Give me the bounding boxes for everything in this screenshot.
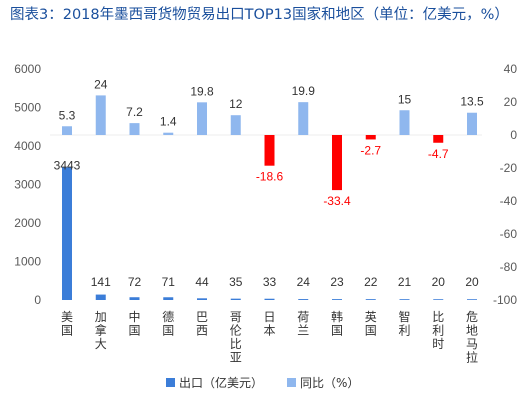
- yoy-data-label: -2.7: [360, 143, 381, 157]
- yoy-data-label: 19.9: [292, 84, 316, 98]
- yoy-data-label: 7.2: [126, 105, 143, 119]
- export-data-label: 33: [263, 275, 277, 289]
- legend-swatch-export: [166, 378, 175, 387]
- export-bar: [230, 298, 241, 300]
- export-data-label: 71: [162, 275, 176, 289]
- category-label: 比利时: [432, 310, 444, 351]
- legend-label-export: 出口（亿美元）: [179, 375, 263, 390]
- right-axis-tick-label: -60: [500, 227, 518, 241]
- yoy-data-label: 13.5: [460, 95, 484, 109]
- category-label: 加拿大: [95, 310, 107, 351]
- export-bar: [298, 299, 309, 300]
- category-label: 英国: [365, 310, 377, 338]
- right-axis-tick-label: 0: [510, 128, 517, 142]
- category-label: 智利: [398, 309, 410, 338]
- yoy-data-label: 15: [398, 92, 412, 106]
- legend-label-yoy: 同比（%）: [300, 376, 359, 390]
- right-axis-tick-label: -40: [500, 194, 518, 208]
- yoy-bar: [95, 95, 106, 135]
- export-bar: [399, 299, 410, 300]
- export-bar: [163, 297, 174, 300]
- yoy-bar: [197, 102, 207, 135]
- yoy-data-label: 12: [229, 97, 243, 111]
- yoy-bar: [264, 135, 275, 166]
- export-data-label: 72: [128, 275, 142, 289]
- right-axis-tick-label: -80: [500, 260, 518, 274]
- yoy-bar: [365, 135, 376, 140]
- category-label: 荷兰: [297, 310, 309, 338]
- yoy-bar: [433, 135, 444, 143]
- left-axis-tick-label: 0: [34, 293, 41, 307]
- yoy-data-label: 24: [94, 77, 108, 91]
- right-axis-tick-label: -100: [493, 293, 517, 307]
- yoy-bar: [332, 135, 342, 191]
- right-axis-tick-label: -20: [500, 161, 518, 175]
- export-data-label: 22: [364, 275, 378, 289]
- yoy-bar: [62, 126, 72, 135]
- export-data-label: 20: [432, 275, 446, 289]
- export-bar: [129, 297, 140, 300]
- yoy-data-label: -4.7: [428, 147, 449, 161]
- category-label: 巴西: [196, 310, 208, 338]
- category-label: 中国: [128, 309, 140, 338]
- export-data-label: 35: [229, 275, 243, 289]
- export-bar: [197, 298, 207, 300]
- left-axis-tick-label: 2000: [14, 216, 41, 230]
- category-label: 危地马拉: [466, 310, 478, 365]
- yoy-data-label: -18.6: [256, 170, 284, 184]
- export-data-label: 21: [398, 275, 412, 289]
- category-label: 哥伦比亚: [230, 310, 242, 365]
- legend-swatch-yoy: [287, 378, 296, 387]
- left-axis-tick-label: 4000: [14, 139, 41, 153]
- yoy-bar: [230, 115, 241, 135]
- category-label: 美国: [61, 310, 73, 338]
- right-axis-tick-label: 20: [504, 95, 518, 109]
- right-axis-tick-label: 40: [504, 62, 518, 76]
- export-bar: [95, 294, 106, 300]
- yoy-bar: [467, 112, 477, 135]
- export-bar: [365, 299, 376, 300]
- export-data-label: 44: [195, 275, 209, 289]
- yoy-data-label: 1.4: [160, 115, 177, 129]
- export-data-label: 23: [330, 275, 344, 289]
- yoy-bar: [129, 123, 140, 135]
- left-axis-tick-label: 3000: [14, 178, 41, 192]
- yoy-data-label: 19.8: [190, 84, 214, 98]
- left-axis-tick-label: 1000: [14, 255, 41, 269]
- category-label: 韩国: [331, 309, 343, 338]
- chart-title: 图表3：2018年墨西哥货物贸易出口TOP13国家和地区（单位：亿美元，%）: [10, 7, 509, 23]
- export-data-label: 24: [297, 275, 311, 289]
- category-label: 德国: [162, 309, 174, 338]
- export-data-label: 20: [465, 275, 479, 289]
- yoy-data-label: 5.3: [59, 108, 76, 122]
- category-label: 日本: [263, 310, 275, 338]
- yoy-data-label: -33.4: [323, 194, 351, 208]
- export-bar: [332, 299, 342, 300]
- export-bar: [467, 299, 477, 300]
- export-bar: [264, 298, 275, 300]
- left-axis-tick-label: 5000: [14, 101, 41, 115]
- export-bar: [62, 167, 72, 300]
- export-data-label: 141: [91, 275, 111, 289]
- yoy-bar: [298, 102, 309, 135]
- yoy-bar: [399, 110, 410, 135]
- yoy-bar: [163, 132, 174, 135]
- left-axis-tick-label: 6000: [14, 62, 41, 76]
- export-bar: [433, 299, 444, 300]
- export-data-label: 3443: [54, 158, 81, 172]
